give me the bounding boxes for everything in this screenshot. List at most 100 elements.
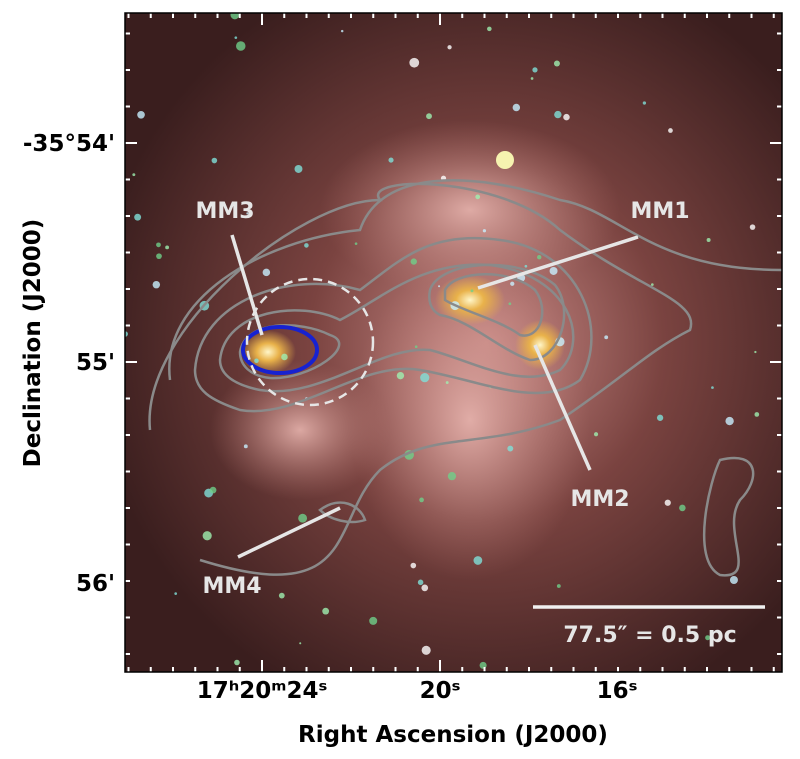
star (354, 242, 358, 246)
star (134, 213, 142, 221)
star (487, 26, 492, 32)
star (705, 635, 711, 641)
star (409, 57, 420, 68)
star (137, 110, 145, 119)
star (706, 238, 711, 243)
star (262, 268, 271, 277)
star (421, 584, 429, 592)
label-mm2: MM2 (570, 487, 629, 512)
y-tick-label: 56' (76, 571, 115, 597)
star (421, 645, 431, 655)
star (388, 157, 394, 163)
label-mm1: MM1 (630, 199, 689, 224)
star (556, 584, 561, 588)
pointer-lines (230, 234, 639, 559)
star (650, 283, 654, 286)
star (473, 556, 483, 565)
label-mm3: MM3 (195, 199, 254, 224)
star (524, 264, 528, 268)
star (340, 29, 344, 33)
star (549, 266, 558, 275)
y-tick-label: -35°54' (23, 131, 115, 157)
star (510, 281, 515, 286)
star (512, 103, 521, 112)
star (254, 358, 259, 364)
star (410, 258, 417, 265)
star (725, 416, 734, 426)
star (664, 499, 671, 506)
star (230, 13, 240, 20)
label-mm4: MM4 (202, 574, 261, 599)
star (532, 67, 538, 73)
star (554, 110, 562, 119)
star (299, 642, 302, 645)
star (243, 444, 248, 449)
star (729, 576, 738, 584)
star (281, 353, 288, 361)
star (668, 128, 673, 133)
y-axis-label: Declination (J2000) (20, 219, 46, 468)
star (479, 661, 487, 669)
scale-bar-label: 77.5″ = 0.5 pc (563, 623, 736, 648)
star (234, 659, 240, 666)
x-tick-label: 20ˢ (420, 678, 461, 704)
star (132, 173, 136, 177)
star (749, 224, 756, 230)
star (211, 157, 218, 164)
star (507, 445, 514, 452)
star (475, 194, 481, 200)
star (679, 504, 686, 512)
star (420, 373, 430, 383)
star (447, 471, 457, 481)
star (236, 41, 246, 51)
star (563, 113, 570, 121)
star (202, 531, 212, 541)
star (593, 432, 599, 437)
x-tick-label: 17ʰ20ᵐ24ˢ (197, 678, 328, 704)
star (414, 345, 418, 349)
star (537, 255, 542, 260)
star (438, 285, 441, 288)
star (656, 414, 664, 421)
sky-image: MM1 MM2 MM3 MM4 77.5″ = 0.5 pc (125, 13, 782, 672)
frame (124, 12, 783, 673)
star (304, 243, 309, 248)
star (322, 607, 330, 615)
star (530, 77, 534, 80)
star (278, 592, 285, 599)
star (156, 253, 162, 260)
star (165, 245, 170, 250)
star (604, 335, 609, 340)
star (410, 562, 417, 569)
star (396, 371, 405, 380)
star (470, 289, 474, 293)
contours (148, 179, 782, 577)
star (447, 45, 452, 50)
star (711, 386, 714, 389)
star (298, 513, 308, 523)
star (174, 592, 178, 595)
frame-ticks (125, 13, 782, 672)
star (754, 412, 760, 417)
star (234, 36, 238, 39)
y-tick-label: 55' (76, 350, 115, 376)
star (419, 497, 424, 503)
star (246, 212, 249, 215)
star (426, 113, 432, 120)
star (369, 616, 378, 625)
star (445, 381, 449, 385)
beam-ellipse (241, 325, 319, 375)
star (152, 280, 161, 289)
star (209, 486, 217, 494)
star (294, 165, 303, 173)
star (482, 229, 487, 233)
star (156, 242, 161, 248)
x-tick-label: 16ˢ (597, 678, 638, 704)
dashed-circle (245, 277, 375, 407)
star (417, 579, 424, 586)
star (754, 350, 757, 354)
star (642, 101, 647, 105)
star (553, 60, 560, 67)
star (508, 302, 512, 306)
